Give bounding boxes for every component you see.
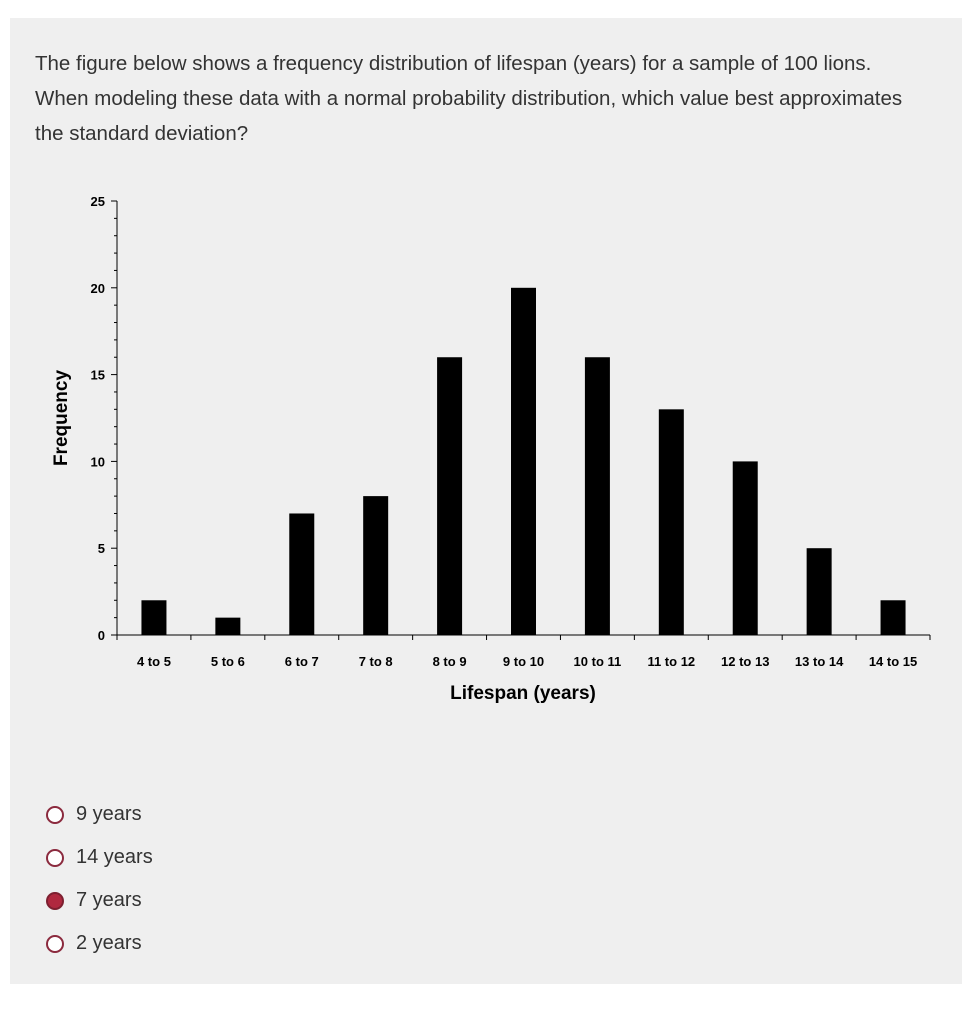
bar-13-to-14 — [806, 548, 832, 635]
bar-9-to-10 — [511, 287, 536, 635]
radio-button[interactable] — [46, 805, 64, 824]
option-label: 7 years — [76, 889, 142, 911]
y-axis-title: Frequency — [51, 370, 72, 467]
option-2[interactable]: 14 years — [46, 836, 153, 879]
x-tick-label: 12 to 13 — [721, 654, 769, 669]
x-tick-label: 9 to 10 — [503, 654, 544, 669]
question-panel: The figure below shows a frequency distr… — [10, 18, 962, 984]
bar-7-to-8 — [363, 496, 389, 635]
x-tick-label: 10 to 11 — [574, 654, 622, 669]
y-tick-label: 25 — [91, 194, 105, 209]
bar-6-to-7 — [289, 513, 315, 635]
bars — [141, 287, 906, 635]
y-tick-marks — [111, 200, 117, 636]
bar-11-to-12 — [658, 409, 684, 635]
bar-14-to-15 — [880, 600, 906, 635]
option-4[interactable]: 2 years — [46, 922, 153, 965]
x-tick-label: 6 to 7 — [285, 654, 319, 669]
option-3[interactable]: 7 years — [46, 879, 153, 922]
bar-4-to-5 — [141, 600, 167, 635]
x-tick-label: 8 to 9 — [433, 654, 467, 669]
x-axis-title: Lifespan (years) — [450, 683, 596, 704]
y-tick-labels: 0 5 10 15 20 25 — [91, 194, 105, 643]
option-label: 14 years — [76, 846, 153, 868]
x-tick-label: 13 to 14 — [795, 654, 844, 669]
x-tick-marks — [116, 635, 931, 640]
x-tick-label: 11 to 12 — [647, 654, 695, 669]
bar-10-to-11 — [584, 357, 610, 635]
x-tick-label: 5 to 6 — [211, 654, 245, 669]
option-label: 9 years — [76, 803, 142, 825]
radio-button[interactable] — [46, 891, 64, 910]
lifespan-frequency-chart: 0 5 10 15 20 25 4 to 5 5 to 6 6 to 7 7 to 8 8 to … — [51, 194, 931, 704]
option-label: 2 years — [76, 932, 142, 954]
y-tick-label: 0 — [98, 628, 105, 643]
radio-button[interactable] — [46, 848, 64, 867]
y-tick-label: 15 — [91, 368, 105, 383]
bar-5-to-6 — [215, 617, 241, 635]
y-tick-label: 10 — [91, 454, 105, 469]
answer-options: 9 years 14 years 7 years 2 years — [46, 793, 153, 965]
y-tick-label: 5 — [98, 541, 105, 556]
y-tick-label: 20 — [91, 281, 105, 296]
bar-8-to-9 — [437, 357, 463, 635]
x-tick-labels: 4 to 5 5 to 6 6 to 7 7 to 8 8 to 9 9 to 10 10 … — [137, 654, 917, 669]
bar-12-to-13 — [732, 461, 758, 635]
x-tick-label: 4 to 5 — [137, 654, 171, 669]
option-1[interactable]: 9 years — [46, 793, 153, 836]
radio-button[interactable] — [46, 934, 64, 953]
x-tick-label: 7 to 8 — [359, 654, 393, 669]
question-text: The figure below shows a frequency distr… — [35, 52, 903, 145]
x-tick-label: 14 to 15 — [869, 654, 917, 669]
